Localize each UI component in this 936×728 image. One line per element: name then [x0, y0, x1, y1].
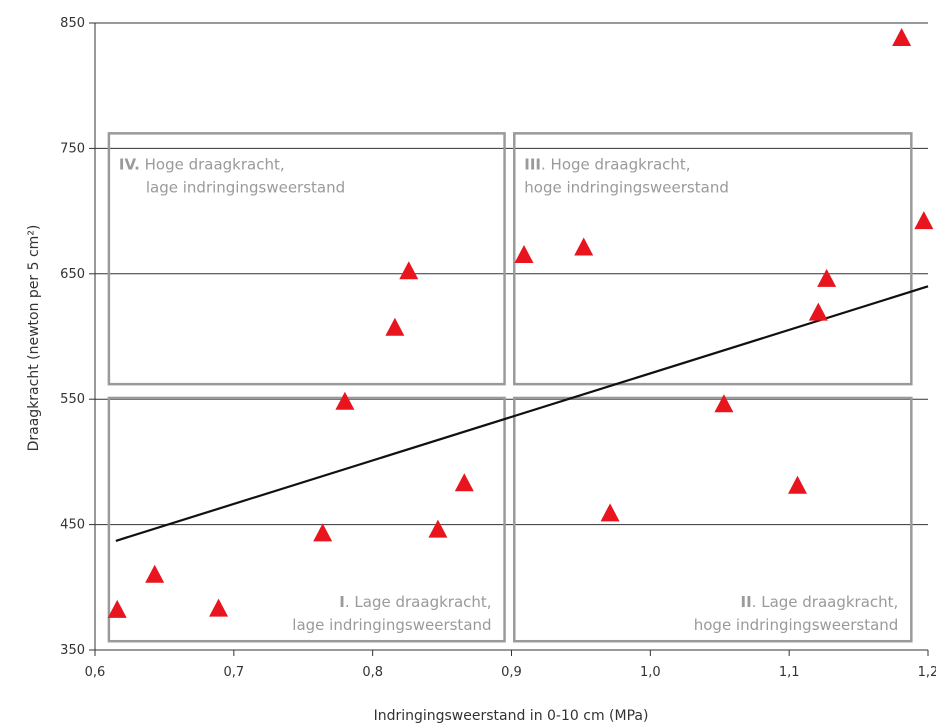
quadrant-box	[513, 132, 913, 386]
data-point	[600, 503, 620, 522]
data-point	[107, 599, 127, 618]
data-point	[714, 394, 734, 413]
quadrant-number: I	[339, 593, 345, 611]
x-axis-title: Indringingsweerstand in 0-10 cm (MPa)	[374, 708, 649, 724]
data-point	[428, 519, 448, 538]
y-axis-title: Draagkracht (newton per 5 cm²)	[26, 225, 42, 452]
x-tick-label: 0,8	[362, 665, 383, 680]
quadrant-label-line1: II. Lage draagkracht,	[741, 593, 899, 611]
quadrant-title: . Lage draagkracht,	[345, 593, 492, 611]
data-point	[399, 261, 419, 280]
quadrant-box	[513, 396, 913, 643]
x-tick-label: 1,0	[640, 665, 661, 680]
x-tick-label: 1,2	[918, 665, 936, 680]
x-tick-label: 1,1	[779, 665, 800, 680]
trendline	[115, 285, 929, 542]
data-point	[817, 268, 837, 287]
y-tick-label: 650	[60, 267, 85, 282]
y-tick-label: 750	[60, 141, 85, 156]
quadrant-box	[107, 132, 506, 386]
data-point	[574, 237, 594, 256]
x-tick-label: 0,6	[85, 665, 106, 680]
y-tick-label: 850	[60, 16, 85, 31]
data-point	[385, 317, 405, 336]
y-tick-label: 450	[60, 518, 85, 533]
x-tick-label: 0,7	[223, 665, 244, 680]
x-tick-label: 0,9	[501, 665, 522, 680]
quadrant-label-line2: lage indringingsweerstand	[146, 178, 345, 196]
data-point	[313, 523, 333, 542]
quadrant-boxes	[107, 132, 913, 643]
quadrant-title: Hoge draagkracht,	[140, 155, 285, 173]
data-point	[514, 244, 534, 263]
data-point	[914, 211, 934, 230]
quadrant-label-line2: hoge indringingsweerstand	[524, 178, 729, 196]
quadrant-labels: IV. Hoge draagkracht, lage indringingswee…	[119, 155, 898, 634]
quadrant-label-line2: hoge indringingsweerstand	[694, 616, 899, 634]
data-point	[145, 564, 165, 583]
data-point	[892, 28, 912, 47]
data-point	[335, 391, 355, 410]
quadrant-label-line1: III. Hoge draagkracht,	[524, 155, 690, 173]
grid-lines	[95, 22, 928, 526]
quadrant-number: III	[524, 155, 541, 173]
data-point	[808, 302, 828, 321]
quadrant-title: . Hoge draagkracht,	[541, 155, 691, 173]
y-tick-label: 350	[60, 643, 85, 658]
quadrant-label-line2: lage indringingsweerstand	[292, 616, 491, 634]
quadrant-label-line1: I. Lage draagkracht,	[339, 593, 491, 611]
data-point	[209, 598, 229, 617]
quadrant-number: II	[741, 593, 752, 611]
axes: 350 450 550 650 750 850 0,6 0,7 0,8 0,9 1,0 1,1 1,2	[60, 16, 936, 680]
quadrant-number: IV.	[119, 155, 140, 173]
data-points	[107, 28, 934, 618]
quadrant-box	[107, 396, 506, 643]
quadrant-label-line1: IV. Hoge draagkracht,	[119, 155, 285, 173]
trendline-layer	[115, 285, 929, 542]
data-point	[454, 473, 474, 492]
y-tick-label: 550	[60, 392, 85, 407]
quadrant-title: . Lage draagkracht,	[752, 593, 899, 611]
data-point	[787, 475, 807, 494]
